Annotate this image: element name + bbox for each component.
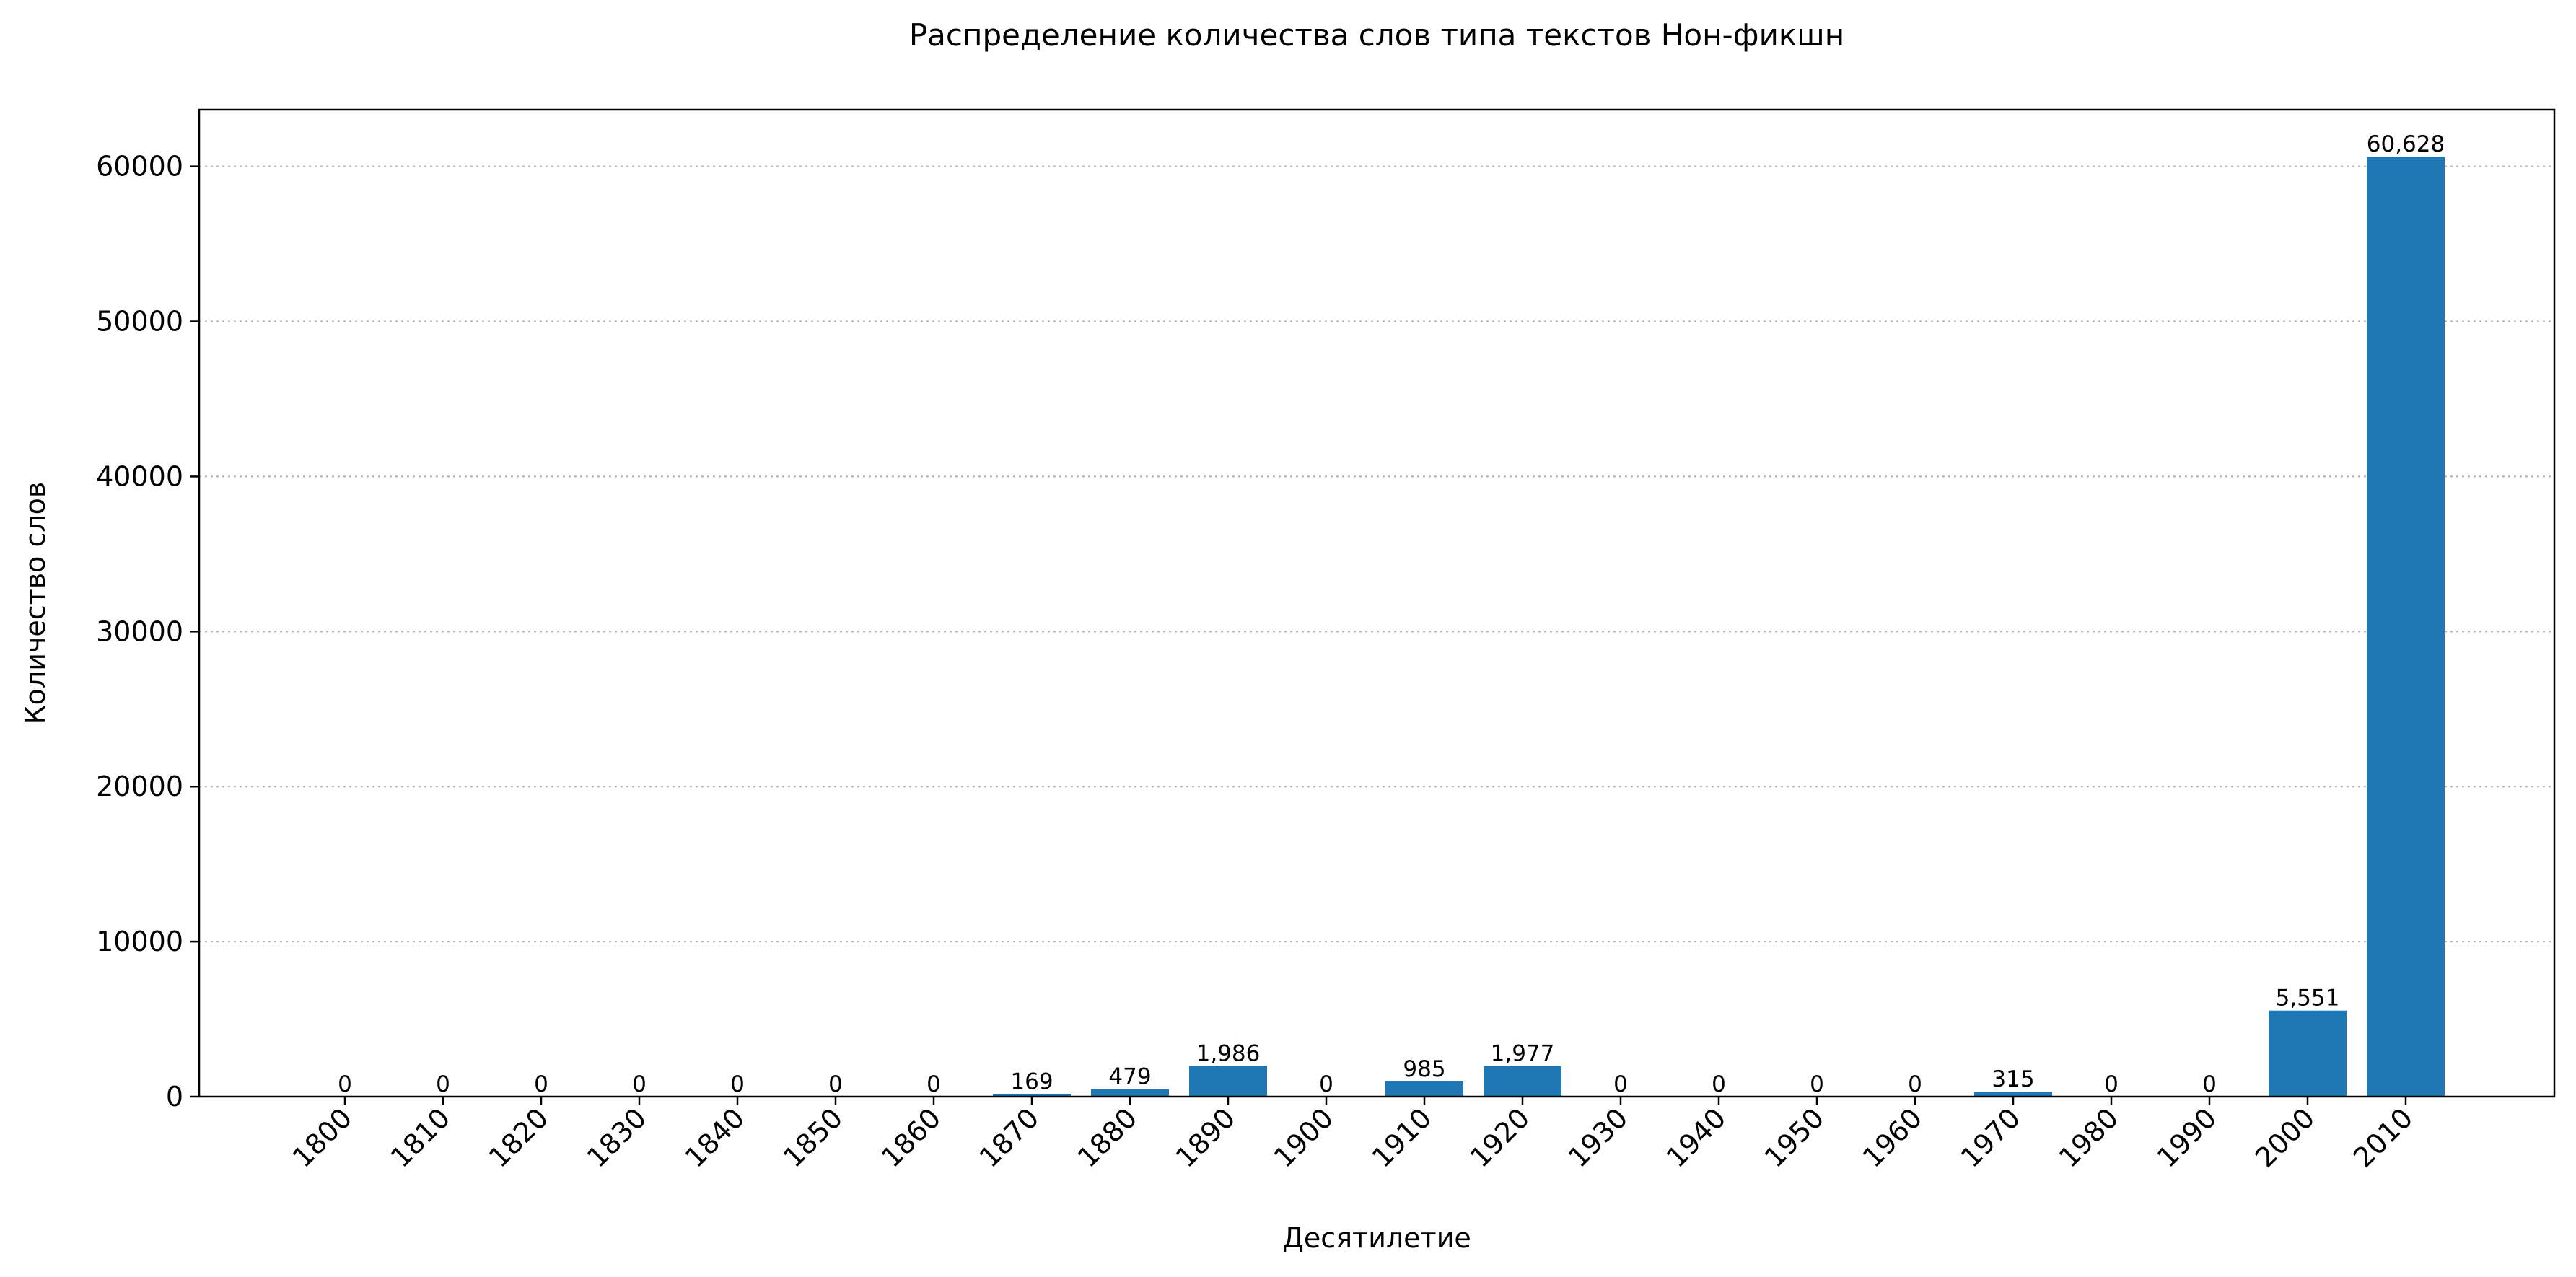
bar [1091,1089,1169,1097]
bar [1385,1081,1463,1097]
bar-value-label: 169 [1010,1068,1053,1094]
y-tick-label: 20000 [96,771,183,802]
gridlines [199,165,2554,943]
y-tick-label: 50000 [96,306,183,338]
bar-value-label: 0 [2202,1071,2217,1097]
bar [993,1094,1071,1097]
bar [1189,1066,1267,1097]
bar-value-label: 5,551 [2276,986,2340,1011]
y-tick-label: 0 [166,1081,183,1113]
y-axis-ticks: 0 10000 20000 30000 40000 50000 60000 [96,151,199,1113]
y-tick-label: 60000 [96,151,183,183]
bar [1974,1092,2052,1097]
chart-title: Распределение количества слов типа текст… [909,17,1844,53]
bar-value-label: 0 [1908,1071,1922,1097]
bar-value-label: 0 [2104,1071,2119,1097]
bar [1484,1066,1561,1097]
bar-value-label: 0 [436,1071,450,1097]
y-tick-label: 30000 [96,615,183,647]
bar [2269,1010,2347,1097]
bar-value-label: 315 [1992,1066,2034,1092]
bars [993,157,2445,1097]
bar-value-label: 0 [1712,1071,1726,1097]
bar-value-label: 1,986 [1196,1040,1261,1066]
bar-value-label: 0 [632,1071,647,1097]
bar-value-label: 0 [730,1071,745,1097]
y-axis-label: Количество слов [19,482,51,725]
bar-value-label: 0 [534,1071,548,1097]
bar-value-labels: 0 0 0 0 0 0 0 169 479 1,986 0 985 1,977 0 0 0 0 315 0 0 5,55… [338,131,2445,1097]
bar-value-label: 0 [1613,1071,1628,1097]
bar-value-label: 0 [1810,1071,1824,1097]
bar-value-label: 0 [1319,1071,1333,1097]
x-axis-label: Десятилетие [1282,1222,1471,1254]
bar-value-label: 0 [338,1071,352,1097]
bar-value-label: 1,977 [1491,1041,1555,1067]
bar-value-label: 60,628 [2367,131,2445,157]
bar [2367,157,2445,1097]
bar-value-label: 0 [828,1071,843,1097]
bar-value-label: 479 [1108,1064,1151,1090]
y-tick-label: 40000 [96,460,183,492]
bar-value-label: 0 [926,1071,941,1097]
y-tick-label: 10000 [96,926,183,957]
bar-value-label: 985 [1403,1056,1445,1082]
plot-area-frame [198,108,2556,1098]
